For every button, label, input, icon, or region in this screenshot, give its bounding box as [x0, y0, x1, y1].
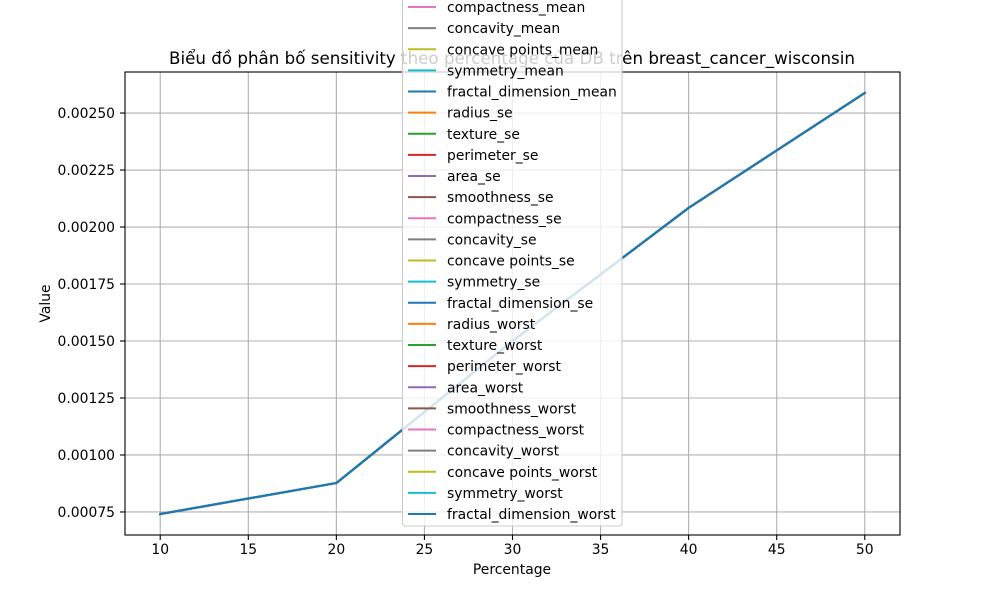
legend-label: fractal_dimension_mean	[447, 85, 617, 101]
legend-label: symmetry_mean	[447, 63, 564, 79]
legend-label: radius_worst	[447, 317, 536, 333]
axis-ticks: 10 15 20 25 30 35 40 45 50 0.00075 0.00100 0.00125 0…	[58, 106, 874, 558]
legend-item: radius_se	[408, 106, 513, 122]
y-tick-label: 0.00150	[58, 334, 115, 350]
legend-label: perimeter_se	[447, 148, 538, 164]
legend-label: fractal_dimension_se	[447, 296, 593, 312]
legend-label: symmetry_worst	[447, 486, 563, 502]
legend-label: perimeter_worst	[447, 359, 561, 375]
legend-label: texture_worst	[447, 338, 543, 354]
legend-item: area_se	[408, 169, 501, 185]
legend-item: concave points_mean	[408, 42, 598, 58]
x-tick-label: 25	[416, 542, 434, 558]
legend-label: concave points_se	[447, 254, 575, 270]
legend-label: symmetry_se	[447, 275, 540, 291]
legend-label: concavity_worst	[447, 444, 560, 460]
legend-item: compactness_se	[408, 211, 562, 227]
legend-item: texture_worst	[408, 338, 543, 354]
legend-label: concave points_mean	[447, 42, 598, 58]
x-tick-label: 10	[151, 542, 169, 558]
x-tick-label: 35	[592, 542, 610, 558]
x-tick-label: 15	[239, 542, 257, 558]
legend-item: concavity_mean	[408, 21, 560, 37]
legend-item: compactness_mean	[408, 0, 585, 16]
legend-label: concavity_mean	[447, 21, 560, 37]
y-axis-label: Value	[38, 284, 54, 322]
legend-item: fractal_dimension_se	[408, 296, 593, 312]
legend-item: concave points_worst	[408, 465, 598, 481]
legend-item: texture_se	[408, 127, 520, 143]
legend-item: compactness_worst	[408, 423, 585, 439]
legend-label: compactness_worst	[447, 423, 585, 439]
y-tick-label: 0.00175	[58, 277, 115, 293]
legend-item: concavity_worst	[408, 444, 560, 460]
y-tick-label: 0.00075	[58, 505, 115, 521]
legend-label: smoothness_se	[447, 190, 554, 206]
legend-item: fractal_dimension_worst	[408, 507, 616, 523]
legend-item: concavity_se	[408, 232, 537, 248]
legend-label: area_worst	[447, 380, 524, 396]
y-tick-label: 0.00125	[58, 391, 115, 407]
legend-item: symmetry_worst	[408, 486, 563, 502]
y-tick-label: 0.00225	[58, 163, 115, 179]
legend-box	[401, 0, 623, 527]
legend-label: fractal_dimension_worst	[447, 507, 616, 523]
legend-label: concavity_se	[447, 232, 537, 248]
legend-label: area_se	[447, 169, 501, 185]
x-tick-label: 30	[504, 542, 522, 558]
y-tick-label: 0.00250	[58, 106, 115, 122]
legend-label: radius_se	[447, 106, 513, 122]
x-tick-label: 45	[768, 542, 786, 558]
x-tick-label: 20	[328, 542, 346, 558]
legend-item: symmetry_mean	[408, 63, 564, 79]
legend-item: concave points_se	[408, 254, 575, 270]
legend-item: perimeter_worst	[408, 359, 561, 375]
legend-item: area_worst	[408, 380, 524, 396]
legend-item: symmetry_se	[408, 275, 540, 291]
legend-item: smoothness_se	[408, 190, 554, 206]
legend-item: radius_worst	[408, 317, 536, 333]
x-axis-label: Percentage	[473, 562, 551, 578]
x-tick-label: 50	[856, 542, 874, 558]
y-tick-label: 0.00100	[58, 448, 115, 464]
legend-label: concave points_worst	[447, 465, 598, 481]
legend-label: compactness_mean	[447, 0, 585, 16]
y-tick-label: 0.00200	[58, 220, 115, 236]
legend-item: perimeter_se	[408, 148, 538, 164]
legend-label: texture_se	[447, 127, 520, 143]
x-tick-label: 40	[680, 542, 698, 558]
legend-item: smoothness_worst	[408, 401, 577, 417]
legend-label: smoothness_worst	[447, 401, 577, 417]
legend-label: compactness_se	[447, 211, 562, 227]
legend-item: fractal_dimension_mean	[408, 85, 617, 101]
